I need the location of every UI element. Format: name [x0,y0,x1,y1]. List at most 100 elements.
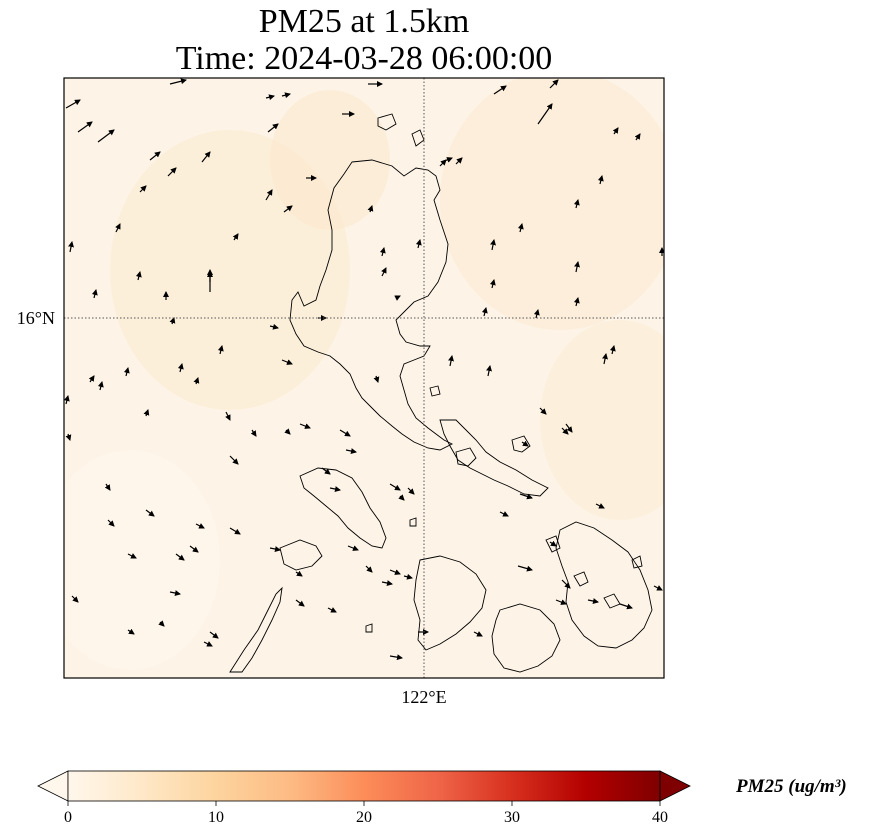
wind-arrow [347,545,359,551]
wind-arrow [448,355,454,367]
wind-arrow [486,365,492,377]
wind-arrow [169,78,187,85]
colorbar-title: PM25 (ug/m³) [735,776,847,797]
map-title-line-2: Time: 2024-03-28 06:00:00 [175,40,553,77]
map-title-line-1: PM25 at 1.5km [258,3,470,40]
wind-arrow [345,448,357,454]
wind-arrow [602,353,608,365]
wind-arrow [250,429,257,437]
wind-arrow [574,261,580,273]
wind-arrow [561,579,571,589]
coastline-island [631,555,643,569]
coastline-south-1 [413,555,487,651]
colorbar-tick-label: 0 [64,809,72,826]
wind-arrow [490,239,496,251]
coastline-island [511,435,531,453]
wind-arrow [587,598,599,604]
wind-arrow [561,427,569,435]
wind-arrow [299,423,311,429]
coastline-island [429,385,441,397]
wind-arrow [265,94,275,101]
wind-arrow [189,545,199,553]
colorbar-ticks: 0 10 20 30 40 [64,801,668,826]
wind-arrow [439,159,447,167]
wind-arrow [367,205,374,213]
wind-arrow [283,205,293,213]
wind-arrow [517,565,533,572]
wind-arrow [339,429,351,437]
wind-arrow [104,483,111,491]
wind-arrow [565,423,573,433]
coastline-island [455,447,477,467]
wind-vector-field [64,78,664,661]
wind-arrow [381,267,387,277]
wind-arrow [127,553,137,559]
coastlines [229,113,653,673]
coastline-peninsula [439,419,549,497]
wind-arrow [195,523,205,529]
wind-arrow [403,573,413,580]
pm25-field-patch [64,450,220,670]
wind-arrow [415,239,422,249]
coastline-island [411,129,425,147]
wind-arrow [533,309,540,319]
wind-arrow [327,607,337,613]
wind-arrow [149,151,161,161]
wind-arrow [77,121,93,133]
wind-arrow [295,570,303,577]
wind-arrow [595,503,605,509]
wind-arrow [329,486,341,492]
wind-arrow [493,85,507,95]
wind-arrow [573,297,580,307]
wind-arrow [97,129,115,143]
wind-arrow [139,185,147,193]
wind-arrow [537,103,553,125]
longitude-label: 122°E [401,687,446,707]
wind-arrow [71,595,79,603]
colorbar: 0 10 20 30 40 PM25 (ug/m³) [37,770,847,826]
coastline-eastern [555,521,653,649]
wind-arrow [269,323,279,330]
wind-arrow [365,565,373,573]
wind-arrow [609,345,616,355]
coastline-island [365,623,373,633]
pm25-field-patch [270,90,390,230]
wind-arrow [499,511,509,517]
coastline-palawan [229,586,283,673]
wind-arrow [143,409,150,417]
wind-arrow [107,519,115,527]
wind-arrow [619,603,633,610]
wind-arrow [201,151,211,163]
wind-arrow [135,271,142,281]
latitude-label: 16°N [17,308,55,328]
wind-arrow [373,375,380,383]
wind-arrow [389,654,403,661]
colorbar-tick-label: 40 [652,809,668,826]
wind-arrow [407,487,415,495]
wind-arrow [97,381,104,391]
wind-arrow [398,494,405,501]
wind-arrow [521,440,529,447]
wind-arrow [91,289,98,299]
wind-arrow [229,527,241,535]
wind-arrow [169,590,181,596]
wind-arrow [597,175,604,185]
pm25-field-patch [540,320,664,520]
wind-arrow [145,509,155,517]
coastline-island [377,113,397,131]
wind-arrow [295,599,305,607]
wind-arrow [127,628,135,635]
coastline-island [573,571,589,587]
wind-arrow [225,411,231,421]
wind-arrow [517,223,524,233]
wind-arrow [158,620,165,627]
wind-arrow [64,395,70,405]
wind-arrow [115,223,121,233]
wind-arrow [473,631,483,637]
wind-arrow [175,553,185,561]
wind-arrow [269,546,281,552]
wind-arrow [281,359,293,365]
coastline-island [279,539,323,571]
wind-arrow [65,99,81,109]
